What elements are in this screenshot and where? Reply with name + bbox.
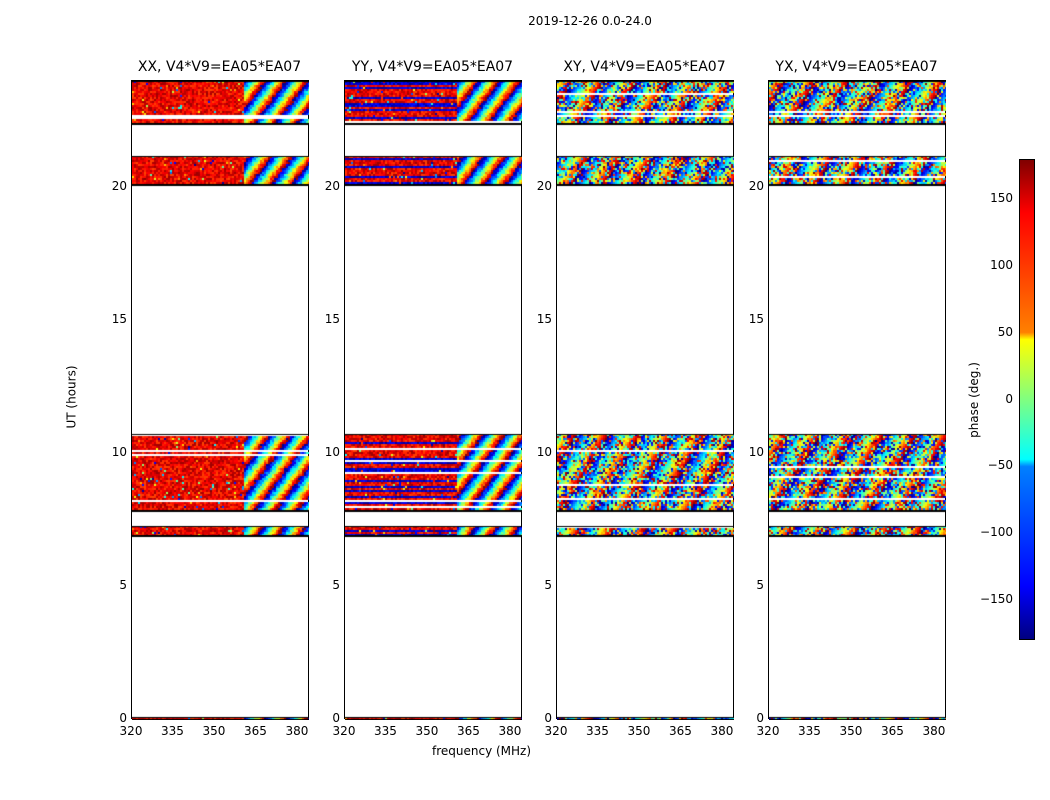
phase-heatmap <box>132 81 309 720</box>
figure-title: 2019-12-26 0.0-24.0 <box>528 14 652 28</box>
y-tick-label: 5 <box>544 577 552 592</box>
colorbar-tick-label: −100 <box>980 525 1013 540</box>
y-tick-label: 15 <box>111 311 127 326</box>
y-tick-label: 15 <box>536 311 552 326</box>
phase-heatmap <box>345 81 522 720</box>
waterfall-panel <box>556 80 734 720</box>
x-tick-label: 335 <box>586 724 609 738</box>
x-tick-label: 320 <box>332 724 356 738</box>
colorbar-tick-label: −150 <box>980 591 1013 606</box>
y-tick-label: 10 <box>536 444 552 459</box>
y-tick-label: 0 <box>119 711 127 725</box>
colorbar-tick-label: 0 <box>1005 391 1013 406</box>
x-axis-label: frequency (MHz) <box>432 744 532 758</box>
colorbar-tick-label: −50 <box>987 458 1013 473</box>
y-tick-label: 20 <box>748 178 764 193</box>
phase-heatmap <box>769 81 946 720</box>
y-tick-label: 0 <box>332 711 340 725</box>
waterfall-panel <box>768 80 946 720</box>
x-tick-label: 365 <box>669 724 692 738</box>
y-tick-label: 10 <box>324 444 340 459</box>
x-tick-label: 380 <box>285 724 309 738</box>
x-tick-label: 350 <box>202 724 226 738</box>
x-tick-label: 350 <box>839 724 863 738</box>
x-tick-label: 365 <box>457 724 480 738</box>
x-tick-label: 365 <box>244 724 267 738</box>
colorbar-tick-label: 150 <box>990 191 1013 206</box>
x-tick-label: 380 <box>710 724 734 738</box>
waterfall-panel <box>344 80 522 720</box>
y-tick-label: 10 <box>748 444 764 459</box>
y-tick-label: 5 <box>119 577 127 592</box>
x-tick-label: 335 <box>374 724 397 738</box>
y-tick-label: 20 <box>111 178 127 193</box>
y-tick-label: 20 <box>536 178 552 193</box>
y-tick-label: 15 <box>748 311 764 326</box>
y-tick-label: 5 <box>332 577 340 592</box>
panel-title: YY, V4*V9=EA05*EA07 <box>351 59 514 75</box>
panel-title: XY, V4*V9=EA05*EA07 <box>563 59 726 75</box>
x-tick-label: 380 <box>922 724 946 738</box>
x-tick-label: 335 <box>161 724 184 738</box>
x-tick-label: 380 <box>498 724 522 738</box>
phase-heatmap <box>557 81 734 720</box>
colorbar-tick-label: 100 <box>990 257 1013 272</box>
x-tick-label: 350 <box>627 724 651 738</box>
y-tick-label: 20 <box>324 178 340 193</box>
colorbar <box>1019 159 1035 640</box>
x-tick-label: 320 <box>544 724 568 738</box>
x-tick-label: 350 <box>415 724 439 738</box>
colorbar-tick-label: 50 <box>997 324 1013 339</box>
y-tick-label: 0 <box>756 711 764 725</box>
panel-title: YX, V4*V9=EA05*EA07 <box>775 59 938 75</box>
x-tick-label: 320 <box>756 724 780 738</box>
y-axis-label: UT (hours) <box>64 365 79 429</box>
y-tick-label: 5 <box>756 577 764 592</box>
x-tick-label: 335 <box>798 724 821 738</box>
x-tick-label: 320 <box>119 724 143 738</box>
waterfall-panel <box>131 80 309 720</box>
y-tick-label: 15 <box>324 311 340 326</box>
x-tick-label: 365 <box>881 724 904 738</box>
y-tick-label: 0 <box>544 711 552 725</box>
colorbar-label: phase (deg.) <box>966 362 981 438</box>
panel-title: XX, V4*V9=EA05*EA07 <box>137 59 302 75</box>
y-tick-label: 10 <box>111 444 127 459</box>
